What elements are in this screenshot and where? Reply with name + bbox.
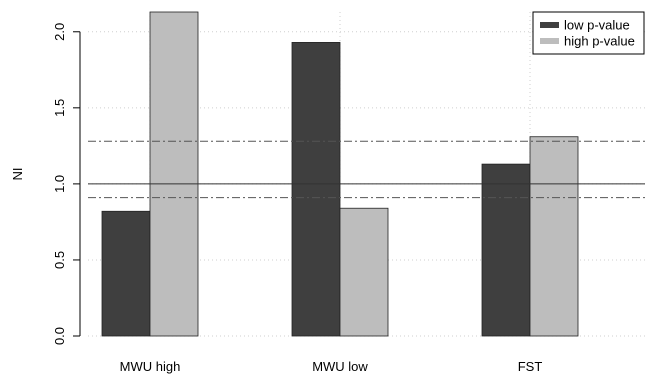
x-tick-label: MWU low [312,359,368,374]
y-tick-label: 1.5 [52,99,67,117]
x-tick-label: MWU high [120,359,181,374]
legend-box [532,11,645,55]
y-tick-label: 0.5 [52,251,67,269]
y-tick-label: 0.0 [52,327,67,345]
bar-mwu-high-low-p-value [101,210,151,337]
bar-mwu-high-high-p-value [149,11,199,337]
bar-fst-low-p-value [481,163,531,337]
legend-label-high-p-value: high p-value [564,34,635,49]
y-axis-title: NI [10,168,25,181]
bar-mwu-low-low-p-value [291,42,341,337]
y-tick-label: 1.0 [52,175,67,193]
bars-layer [101,11,579,337]
reference-lines [88,140,645,199]
bar-fst-high-p-value [529,136,579,337]
legend-label-low-p-value: low p-value [564,18,630,33]
legend: low p-value high p-value [532,11,645,55]
y-tick-label: 2.0 [52,23,67,41]
x-tick-label: FST [518,359,543,374]
bar-mwu-low-high-p-value [339,207,389,337]
y-axis: 0.0 0.5 1.0 1.5 2.0 [52,23,81,345]
